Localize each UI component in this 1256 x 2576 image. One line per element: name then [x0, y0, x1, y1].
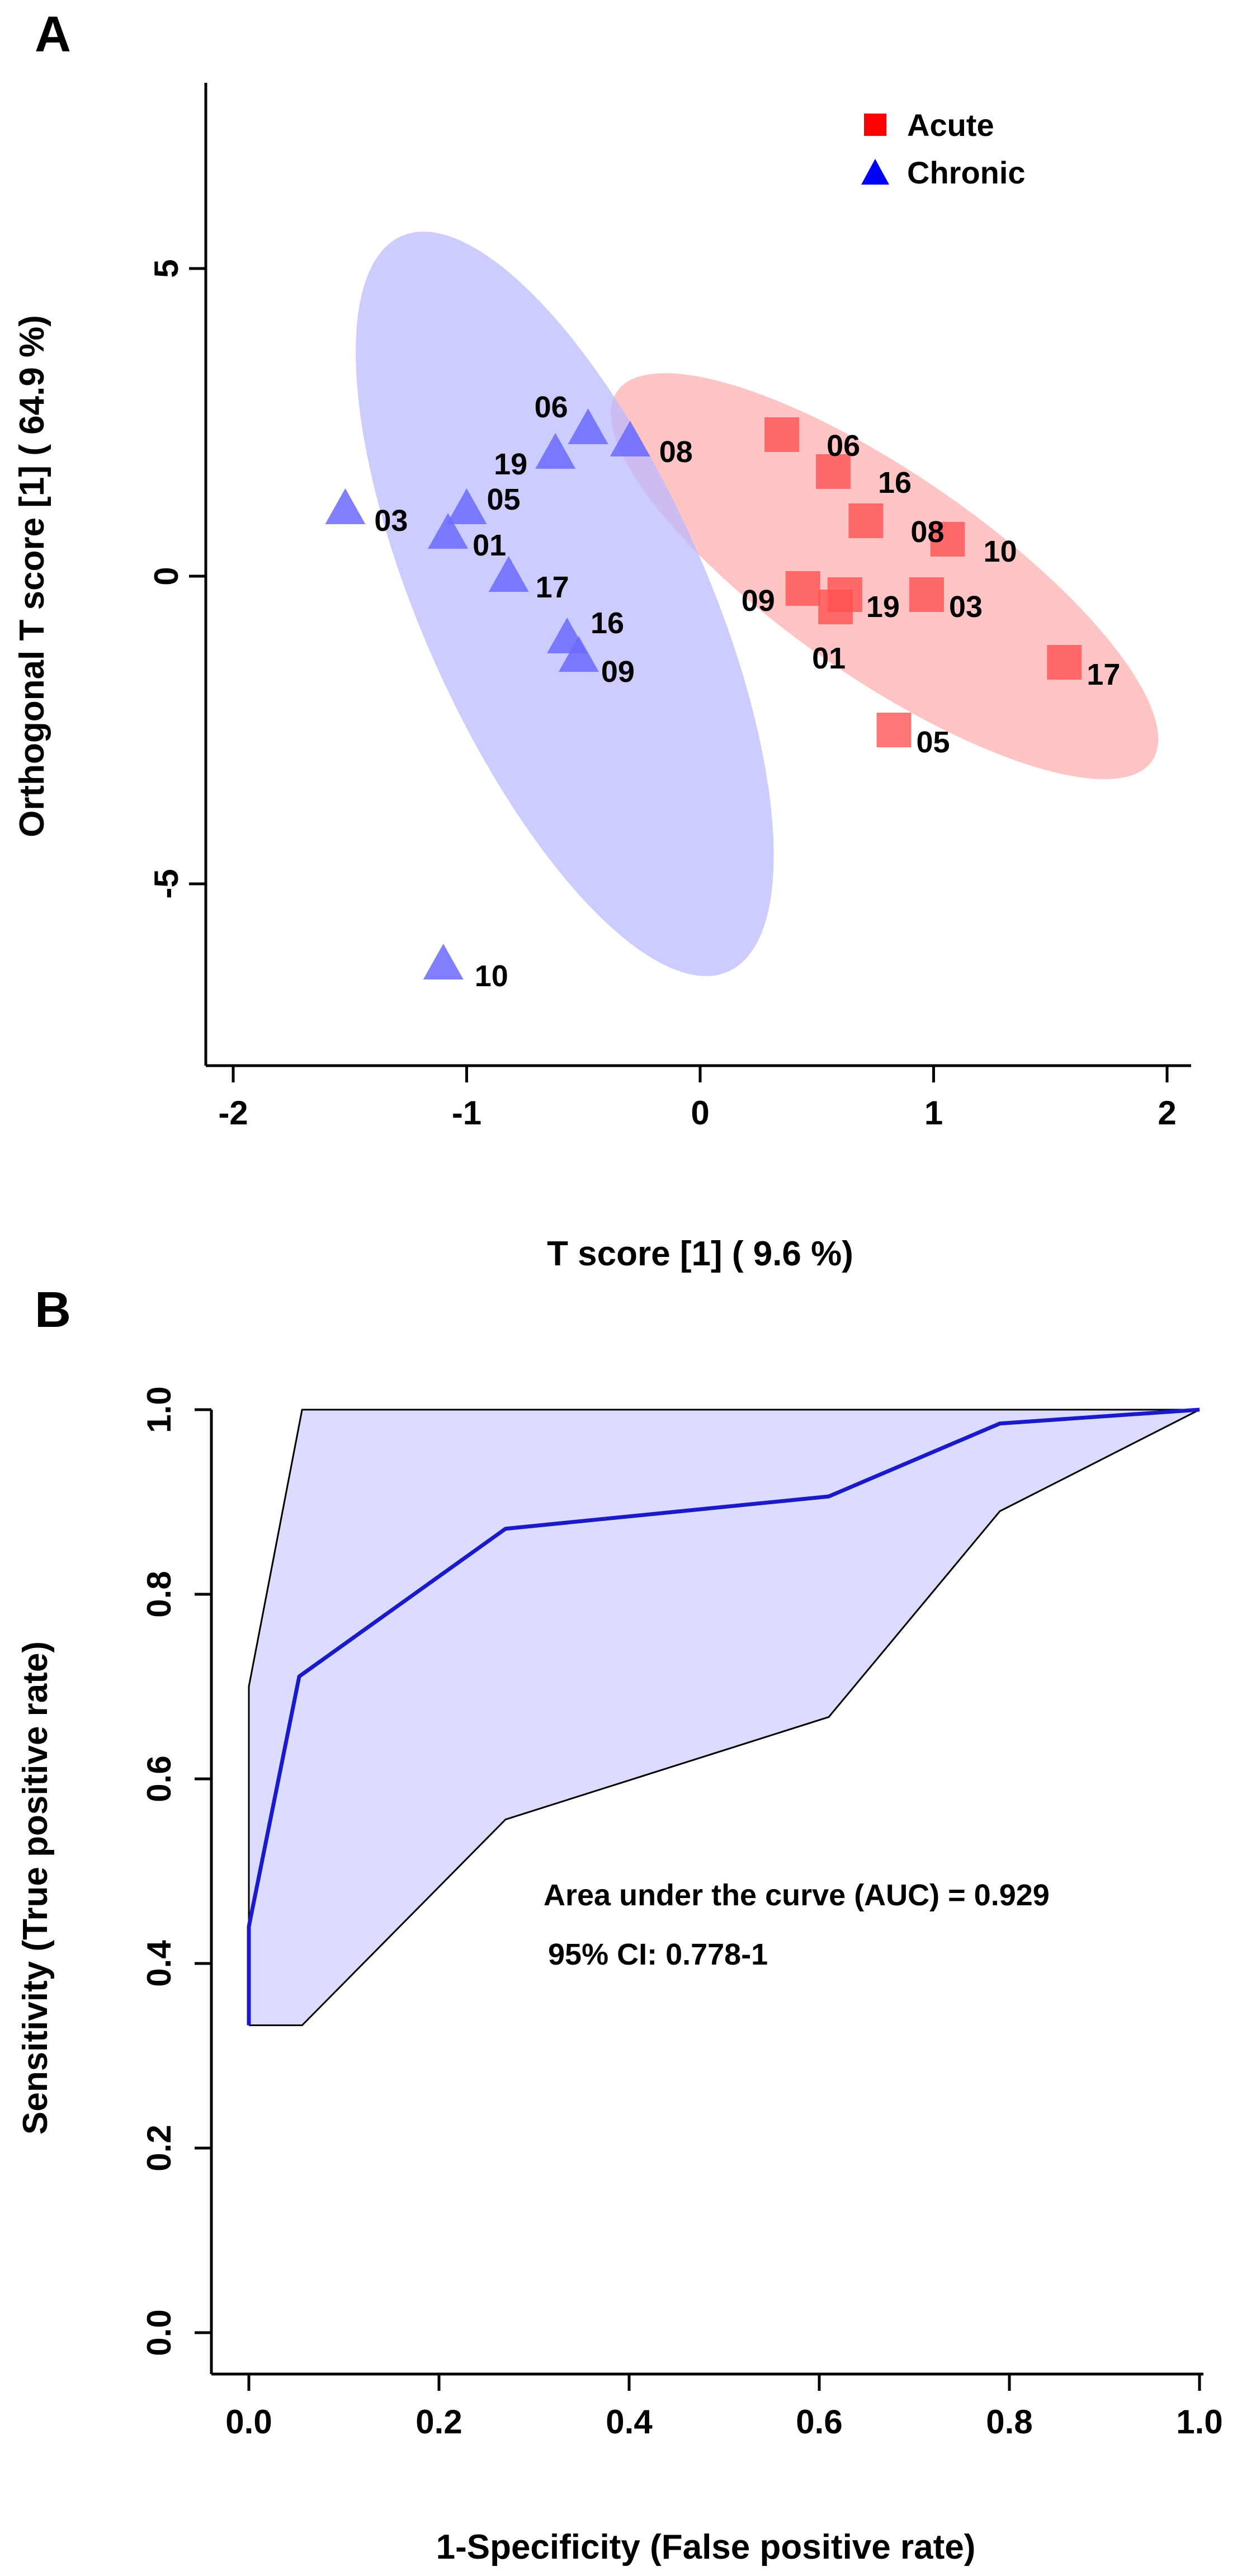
ellipse-chronic — [356, 232, 774, 976]
point-label: 16 — [878, 466, 912, 500]
chronic-point — [488, 556, 529, 592]
point-label: 06 — [827, 429, 860, 463]
chronic-point — [568, 408, 608, 444]
acute-point — [815, 454, 851, 489]
b-ci-band — [249, 1410, 1200, 2026]
a-x-tick-label: -1 — [452, 1094, 481, 1132]
b-y-axis-title: Sensitivity (True positive rate) — [16, 1641, 55, 2135]
b-x-tick-label: 1.0 — [1176, 2403, 1222, 2441]
panel-a-letter: A — [35, 7, 71, 63]
point-label: 08 — [910, 515, 944, 549]
b-axes — [210, 1410, 1203, 2376]
point-label: 01 — [473, 529, 506, 562]
point-label: 09 — [601, 655, 635, 689]
chronic-point — [423, 944, 464, 979]
a-axes — [204, 83, 1191, 1067]
point-label: 10 — [475, 959, 508, 993]
chronic-point — [428, 513, 469, 549]
panel-b-letter: B — [35, 1282, 71, 1338]
b-x-tick-label: 0.8 — [986, 2403, 1032, 2441]
point-label: 19 — [494, 448, 527, 481]
chronic-point — [325, 488, 366, 524]
acute-point — [930, 522, 965, 557]
ci-lower-line — [249, 1409, 1200, 2027]
b-y-tick-label: 0.4 — [140, 1940, 178, 1987]
acute-point — [909, 577, 944, 612]
ci-upper-line — [248, 1409, 1200, 2026]
a-ticks: -2 -1 0 1 2-505 — [148, 259, 1177, 1132]
acute-point — [876, 713, 912, 747]
roc-curve-line — [247, 1407, 1200, 2026]
ellipse-acute — [611, 373, 1159, 779]
a-ellipses — [356, 232, 1159, 976]
point-label: 03 — [374, 504, 408, 538]
chronic-point — [535, 433, 576, 469]
ci-band-fill — [249, 1410, 1200, 2026]
b-x-tick-label: 0.2 — [415, 2403, 462, 2441]
acute-point — [848, 503, 884, 538]
a-x-axis-title: T score [1] ( 9.6 %) — [547, 1235, 853, 1273]
point-label: 16 — [591, 606, 624, 640]
legend-label: Acute — [907, 107, 994, 143]
point-label: 19 — [866, 590, 900, 624]
b-x-tick-label: 0.4 — [606, 2403, 653, 2441]
a-legend: Acute Chronic — [861, 107, 1026, 190]
point-label: 10 — [984, 535, 1017, 568]
a-x-tick-label: 0 — [691, 1094, 709, 1132]
b-y-tick-label: 0.6 — [140, 1755, 178, 1802]
a-x-tick-label: -2 — [218, 1094, 248, 1132]
b-x-tick-label: 0.0 — [225, 2403, 272, 2441]
a-y-tick-label: 0 — [148, 567, 185, 585]
a-y-axis-title: Orthogonal T score [1] ( 64.9 %) — [13, 315, 51, 837]
legend-chronic-marker — [861, 159, 889, 185]
b-lines — [247, 1407, 1200, 2027]
point-label: 17 — [1087, 658, 1120, 691]
point-label: 17 — [536, 571, 569, 604]
acute-point — [764, 417, 800, 452]
legend-acute-marker — [864, 114, 886, 136]
point-label: 03 — [949, 590, 983, 624]
b-y-tick-label: 0.8 — [140, 1571, 178, 1617]
a-y-tick-label: 5 — [148, 259, 185, 277]
point-label: 06 — [535, 390, 568, 424]
b-y-tick-label: 0.0 — [140, 2309, 178, 2356]
point-label: 08 — [659, 435, 693, 469]
legend-label: Chronic — [907, 155, 1026, 190]
point-label: 05 — [487, 483, 521, 516]
b-x-axis-title: 1-Specificity (False positive rate) — [436, 2528, 976, 2566]
acute-point — [818, 590, 853, 624]
a-y-tick-label: -5 — [148, 869, 185, 898]
chronic-point — [558, 636, 599, 672]
b-y-tick-label: 1.0 — [140, 1386, 178, 1433]
point-label: 09 — [742, 584, 775, 618]
panel-b-roc-plot: B 0.0 0.2 0.4 0.6 0.8 1.0 0.0 0.2 0.4 0.6 0.8 1.0 A… — [16, 1282, 1223, 2566]
ci-annotation: 95% CI: 0.778-1 — [548, 1938, 768, 1971]
point-label: 01 — [812, 642, 846, 675]
point-label: 05 — [917, 726, 950, 759]
chronic-point — [610, 421, 650, 456]
b-x-tick-label: 0.6 — [796, 2403, 842, 2441]
a-x-tick-label: 2 — [1158, 1094, 1176, 1132]
chronic-point — [446, 488, 487, 524]
auc-annotation: Area under the curve (AUC) = 0.929 — [544, 1878, 1050, 1912]
b-y-tick-label: 0.2 — [140, 2125, 178, 2171]
a-x-tick-label: 1 — [924, 1094, 943, 1132]
acute-point — [785, 571, 820, 606]
b-ticks: 0.0 0.2 0.4 0.6 0.8 1.0 0.0 0.2 0.4 0.6 0.8 1.0 — [140, 1386, 1223, 2441]
acute-point — [1047, 645, 1082, 680]
